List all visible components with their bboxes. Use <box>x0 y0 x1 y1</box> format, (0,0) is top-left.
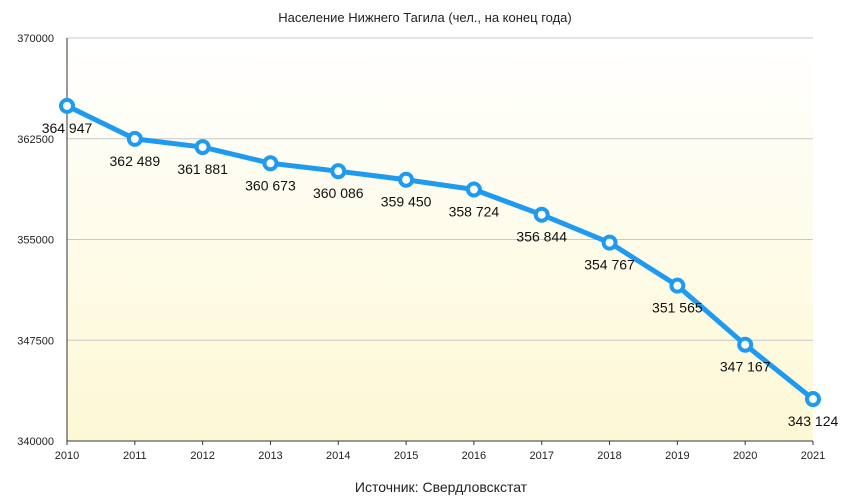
data-label: 361 881 <box>177 161 228 177</box>
x-tick-label: 2014 <box>326 450 350 462</box>
data-point <box>533 206 550 223</box>
series-population <box>59 97 821 408</box>
x-tick-label: 2016 <box>462 450 486 462</box>
data-label: 354 767 <box>584 257 635 273</box>
data-label: 343 124 <box>788 413 839 429</box>
gridlines <box>67 37 813 341</box>
data-label: 362 489 <box>110 153 161 169</box>
data-point <box>262 155 279 172</box>
data-point <box>737 336 754 353</box>
data-label: 359 450 <box>381 194 432 210</box>
x-tick-label: 2011 <box>123 450 147 462</box>
x-tick-label: 2012 <box>190 450 214 462</box>
x-tick-label: 2020 <box>733 450 757 462</box>
y-tick-label: 340000 <box>17 436 54 448</box>
y-tick-label: 347500 <box>17 335 54 347</box>
x-tick-label: 2017 <box>529 450 553 462</box>
data-label: 356 844 <box>516 229 567 245</box>
data-label: 360 673 <box>245 177 296 193</box>
data-point <box>330 163 347 180</box>
data-point <box>398 171 415 188</box>
data-label: 351 565 <box>652 300 703 316</box>
data-point <box>669 277 686 294</box>
data-point <box>59 97 75 114</box>
x-tick-label: 2021 <box>801 450 825 462</box>
y-axis-ticks: 340000 347500 355000 362500 370000 <box>17 33 54 448</box>
data-label: 364 947 <box>42 120 93 136</box>
data-point <box>601 234 618 251</box>
y-tick-label: 370000 <box>17 33 54 45</box>
data-label: 358 724 <box>449 203 500 219</box>
data-label: 347 167 <box>720 359 771 375</box>
data-point <box>194 139 211 156</box>
x-tick-label: 2015 <box>394 450 418 462</box>
data-point <box>805 391 821 408</box>
data-point <box>465 181 482 198</box>
y-tick-label: 362500 <box>17 134 54 146</box>
x-tick-label: 2019 <box>665 450 689 462</box>
x-tick-label: 2013 <box>258 450 282 462</box>
data-labels: 364 947 362 489 361 881 360 673 360 086 359 4… <box>42 120 839 429</box>
x-tick-label: 2010 <box>55 450 79 462</box>
chart-title: Население Нижнего Тагила (чел., на конец… <box>278 10 572 25</box>
data-point <box>126 130 143 147</box>
x-tick-label: 2018 <box>597 450 621 462</box>
data-label: 360 086 <box>313 185 364 201</box>
series-line <box>64 103 816 402</box>
source-note: Источник: Свердловскстат <box>355 479 528 495</box>
x-axis-ticks: 2010 2011 2012 2013 2014 2015 2016 2017 2018 2019… <box>55 441 825 462</box>
y-tick-label: 355000 <box>17 235 54 247</box>
